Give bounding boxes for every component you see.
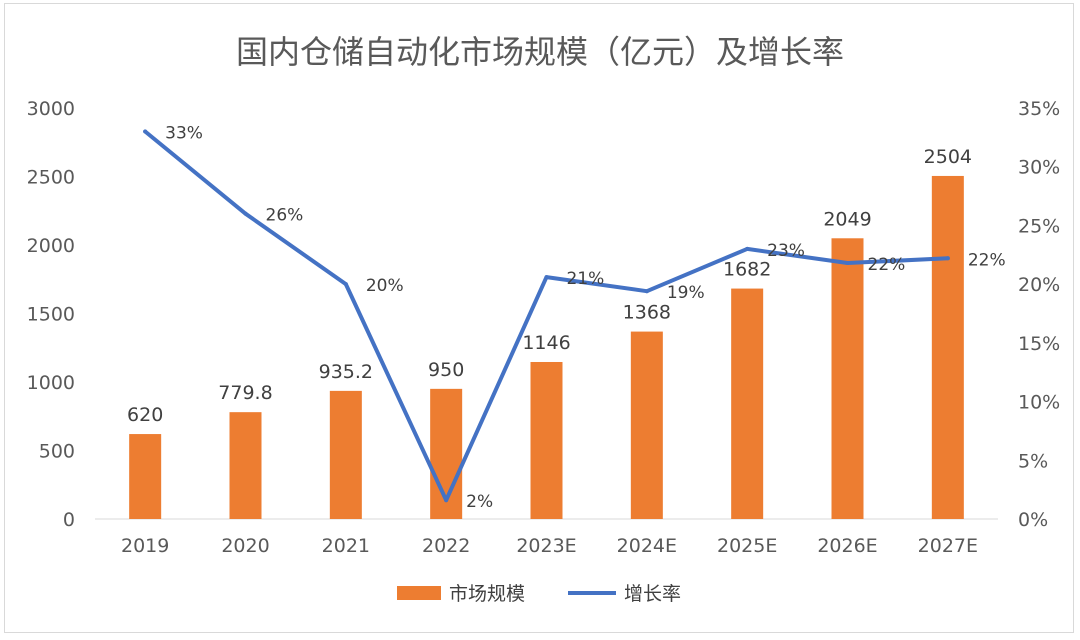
bar	[931, 175, 964, 519]
growth-point	[243, 211, 248, 216]
legend-label-line: 增长率	[624, 583, 681, 605]
bar	[731, 288, 764, 519]
bar-value-label: 2504	[924, 146, 972, 168]
growth-value-label: 2%	[466, 492, 493, 512]
x-tick-label: 2025E	[717, 535, 777, 557]
y-left-tick-label: 1000	[27, 372, 75, 394]
x-tick-label: 2021	[322, 535, 370, 557]
growth-value-label: 22%	[968, 250, 1006, 270]
bar-value-label: 950	[428, 359, 464, 381]
bar	[831, 238, 864, 520]
growth-point	[343, 282, 348, 287]
growth-point	[945, 256, 950, 261]
y-left-tick-label: 1500	[27, 304, 75, 326]
growth-value-label: 33%	[165, 123, 203, 143]
growth-point	[845, 261, 850, 266]
bar-value-label: 935.2	[319, 361, 373, 383]
y-right-tick-label: 30%	[1018, 157, 1060, 179]
growth-value-label: 21%	[567, 269, 605, 289]
y-left-tick-label: 3000	[27, 98, 75, 120]
y-right-tick-label: 0%	[1018, 509, 1048, 531]
y-right-tick-label: 25%	[1018, 215, 1060, 237]
growth-point	[143, 129, 148, 134]
y-left-tick-label: 2000	[27, 235, 75, 257]
x-tick-label: 2019	[121, 535, 169, 557]
growth-value-label: 19%	[667, 283, 705, 303]
growth-point	[644, 289, 649, 294]
bar-value-label: 1146	[522, 332, 570, 354]
x-tick-label: 2020	[221, 535, 269, 557]
y-right-tick-label: 5%	[1018, 450, 1048, 472]
bar-value-label: 620	[127, 404, 163, 426]
legend: 市场规模 增长率	[397, 583, 681, 605]
legend-label-bar: 市场规模	[449, 583, 525, 605]
growth-value-label: 26%	[266, 206, 304, 226]
x-tick-label: 2027E	[918, 535, 978, 557]
x-tick-label: 2023E	[516, 535, 576, 557]
y-right-tick-label: 15%	[1018, 333, 1060, 355]
y-left-tick-label: 2500	[27, 167, 75, 189]
chart-frame	[4, 3, 1074, 633]
growth-point	[444, 498, 449, 503]
growth-point	[745, 246, 750, 251]
x-tick-label: 2026E	[817, 535, 877, 557]
growth-value-label: 22%	[868, 255, 906, 275]
bar	[530, 361, 563, 519]
growth-value-label: 23%	[767, 241, 805, 261]
y-right-tick-label: 20%	[1018, 274, 1060, 296]
chart-title: 国内仓储自动化市场规模（亿元）及增长率	[236, 33, 844, 71]
bar	[229, 412, 262, 519]
y-left-tick-label: 0	[63, 509, 75, 531]
bar	[630, 331, 663, 519]
y-right-tick-label: 35%	[1018, 98, 1060, 120]
bar	[129, 434, 162, 519]
growth-point	[544, 275, 549, 280]
bar-value-label: 2049	[823, 208, 871, 230]
y-left-tick-label: 500	[39, 441, 75, 463]
x-tick-label: 2024E	[617, 535, 677, 557]
bar	[329, 390, 362, 519]
bar-value-label: 1682	[723, 259, 771, 281]
growth-value-label: 20%	[366, 276, 404, 296]
legend-swatch-bar	[397, 586, 441, 600]
bar-value-label: 1368	[623, 302, 671, 324]
x-tick-label: 2022	[422, 535, 470, 557]
y-right-tick-label: 10%	[1018, 392, 1060, 414]
bar-value-label: 779.8	[218, 382, 272, 404]
